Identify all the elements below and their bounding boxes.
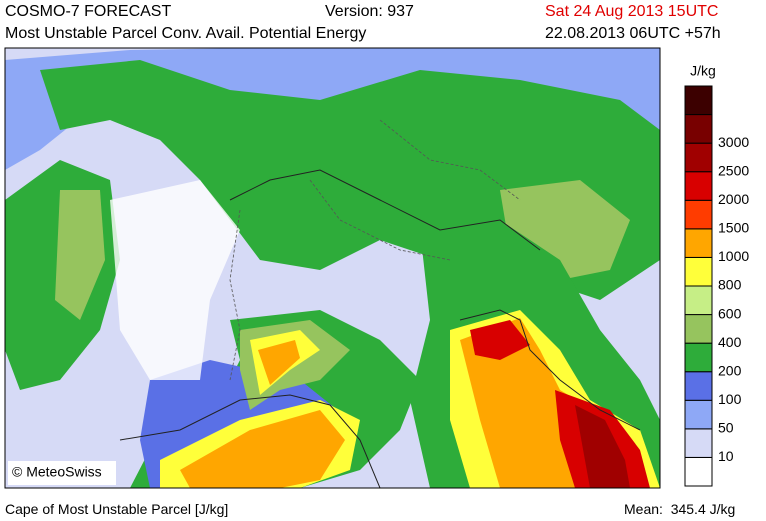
colorbar-label: 10 xyxy=(718,448,734,464)
colorbar-label: 400 xyxy=(718,334,742,350)
colorbar-label: 100 xyxy=(718,391,742,407)
colorbar-box xyxy=(684,399,713,430)
colorbar-box xyxy=(684,371,713,401)
caption: Cape of Most Unstable Parcel [J/kg] xyxy=(5,501,229,517)
model-title: COSMO-7 FORECAST xyxy=(5,3,172,20)
colorbar-box xyxy=(684,256,713,287)
field-title: Most Unstable Parcel Conv. Avail. Potent… xyxy=(5,25,367,42)
colorbar-label: 1500 xyxy=(718,220,749,236)
credit-box xyxy=(8,461,116,485)
colorbar-box xyxy=(684,114,713,144)
colorbar-label: 3000 xyxy=(718,134,749,150)
colorbar-box xyxy=(684,142,713,173)
colorbar-box xyxy=(684,228,713,258)
valid-time: Sat 24 Aug 2013 15UTC xyxy=(545,3,719,20)
colorbar-label: 600 xyxy=(718,305,742,321)
version: Version: 937 xyxy=(325,3,414,20)
colorbar-box xyxy=(684,342,713,373)
colorbar-label: 50 xyxy=(718,420,734,436)
colorbar-label: 2500 xyxy=(718,162,749,178)
legend-unit: J/kg xyxy=(690,63,716,79)
colorbar-box xyxy=(684,314,713,344)
colorbar-box xyxy=(684,285,713,316)
colorbar-label: 800 xyxy=(718,277,742,293)
colorbar-box xyxy=(684,428,713,458)
mean: Mean: 345.4 J/kg xyxy=(624,501,736,517)
colorbar-box xyxy=(684,85,713,116)
run-info: 22.08.2013 06UTC +57h xyxy=(545,25,721,42)
credit: © MeteoSwiss xyxy=(12,464,102,480)
colorbar-label: 200 xyxy=(718,362,742,378)
colorbar-label: 1000 xyxy=(718,248,749,264)
colorbar-box xyxy=(684,456,713,487)
map xyxy=(5,48,660,488)
colorbar-box xyxy=(684,171,713,201)
colorbar: 10 50 100 200 400 600 800 1000 1500 2000 2500 3000 xyxy=(684,85,749,487)
colorbar-box xyxy=(684,199,713,230)
colorbar-label: 2000 xyxy=(718,191,749,207)
